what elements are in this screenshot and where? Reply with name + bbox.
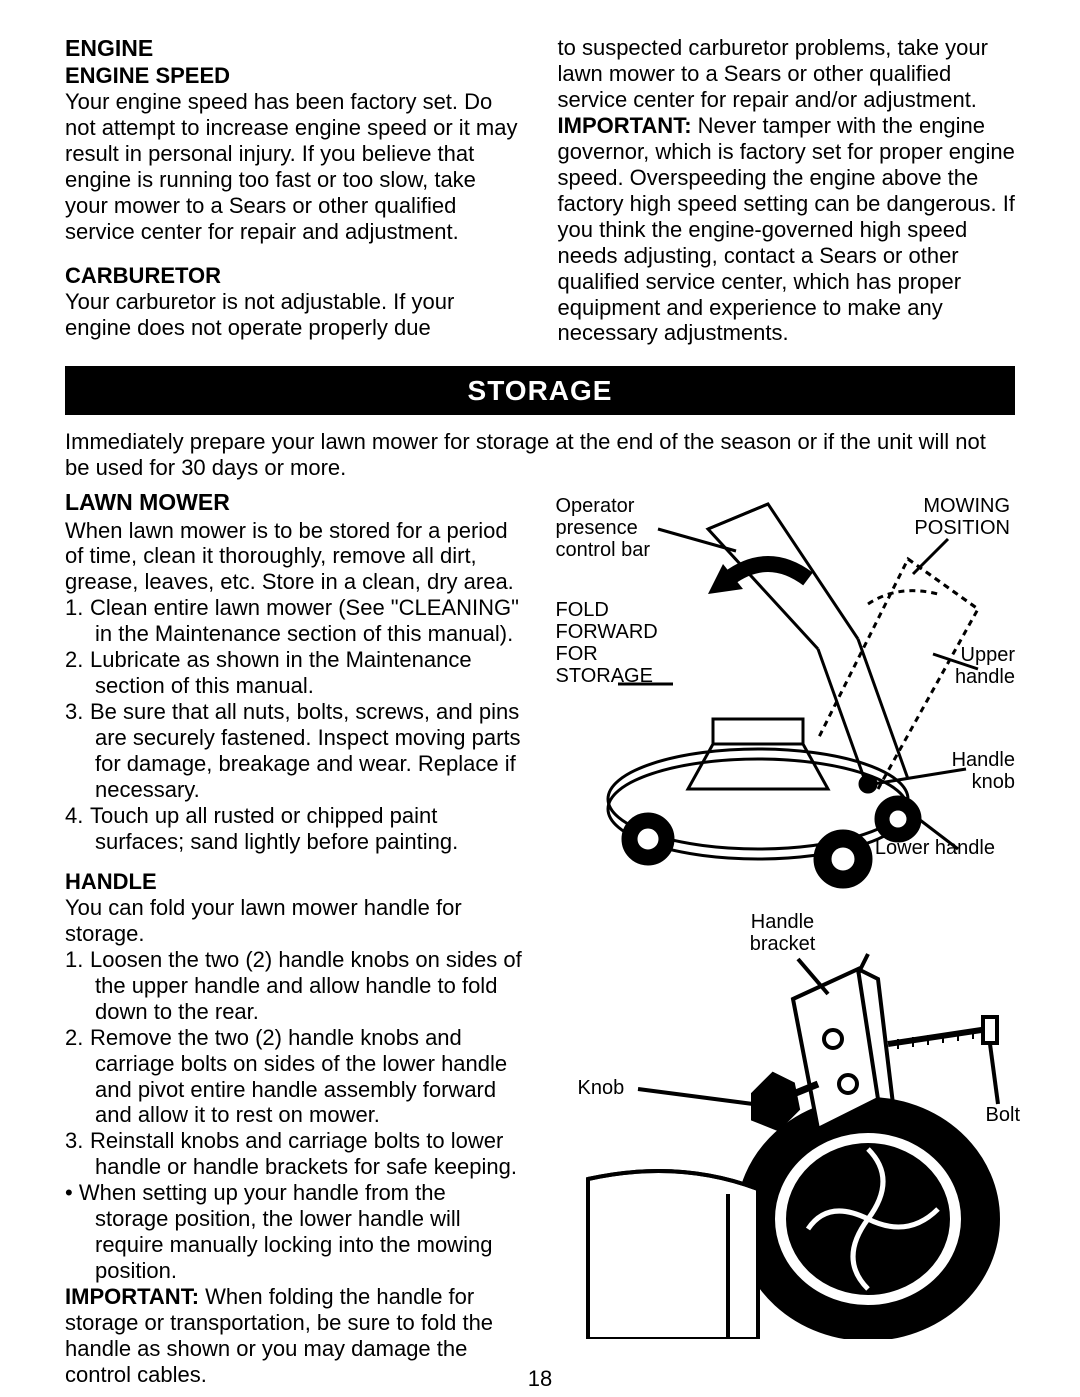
list-item: 1.Clean entire lawn mower (See "CLEANING…: [65, 595, 523, 647]
list-item: 4.Touch up all rusted or chipped paint s…: [65, 803, 523, 855]
storage-banner: STORAGE: [65, 366, 1015, 415]
important-handle: IMPORTANT: When folding the handle for s…: [65, 1284, 523, 1388]
label-bolt: Bolt: [986, 1104, 1020, 1126]
list-item: 2.Remove the two (2) handle knobs and ca…: [65, 1025, 523, 1129]
top-left-col: ENGINE ENGINE SPEED Your engine speed ha…: [65, 35, 523, 346]
lawn-mower-steps: 1.Clean entire lawn mower (See "CLEANING…: [65, 595, 523, 855]
diagram-column: Operator presence control bar MOWING POS…: [558, 489, 1016, 1349]
important-label2: IMPORTANT:: [65, 1284, 199, 1309]
list-item: 1.Loosen the two (2) handle knobs on sid…: [65, 947, 523, 1025]
engine-speed-text: Your engine speed has been factory set. …: [65, 89, 523, 245]
important-label: IMPORTANT:: [558, 113, 692, 138]
important-text: Never tamper with the engine governor, w…: [558, 113, 1015, 346]
label-mowing: MOWING POSITION: [900, 495, 1010, 539]
storage-intro: Immediately prepare your lawn mower for …: [65, 429, 1015, 481]
list-item: 2.Lubricate as shown in the Maintenance …: [65, 647, 523, 699]
list-item: 3.Reinstall knobs and carriage bolts to …: [65, 1128, 523, 1180]
carburetor-heading: CARBURETOR: [65, 263, 523, 289]
bracket-diagram-icon: [558, 919, 1018, 1339]
handle-heading: HANDLE: [65, 869, 523, 895]
label-handle-knob: Handle knob: [935, 749, 1015, 793]
label-fold: FOLD FORWARD FOR STORAGE: [556, 599, 666, 687]
important-governor: IMPORTANT: Never tamper with the engine …: [558, 113, 1016, 347]
list-item: When setting up your handle from the sto…: [65, 1180, 523, 1284]
handle-intro: You can fold your lawn mower handle for …: [65, 895, 523, 947]
lawn-mower-heading: LAWN MOWER: [65, 489, 523, 516]
top-section: ENGINE ENGINE SPEED Your engine speed ha…: [65, 35, 1015, 346]
label-lower: Lower handle: [875, 837, 995, 859]
label-operator: Operator presence control bar: [556, 495, 666, 561]
handle-note: When setting up your handle from the sto…: [65, 1180, 523, 1284]
carburetor-text: Your carburetor is not adjustable. If yo…: [65, 289, 523, 341]
engine-heading: ENGINE: [65, 35, 523, 62]
bottom-left-col: LAWN MOWER When lawn mower is to be stor…: [65, 489, 523, 1388]
label-upper: Upper handle: [935, 644, 1015, 688]
carburetor-cont-text: to suspected carburetor problems, take y…: [558, 35, 1016, 113]
handle-steps: 1.Loosen the two (2) handle knobs on sid…: [65, 947, 523, 1181]
bottom-section: LAWN MOWER When lawn mower is to be stor…: [65, 489, 1015, 1388]
list-item: 3.Be sure that all nuts, bolts, screws, …: [65, 699, 523, 803]
lawn-mower-intro: When lawn mower is to be stored for a pe…: [65, 518, 523, 596]
top-right-col: to suspected carburetor problems, take y…: [558, 35, 1016, 346]
engine-speed-heading: ENGINE SPEED: [65, 63, 523, 89]
label-knob: Knob: [578, 1077, 625, 1099]
label-bracket: Handle bracket: [738, 911, 828, 955]
